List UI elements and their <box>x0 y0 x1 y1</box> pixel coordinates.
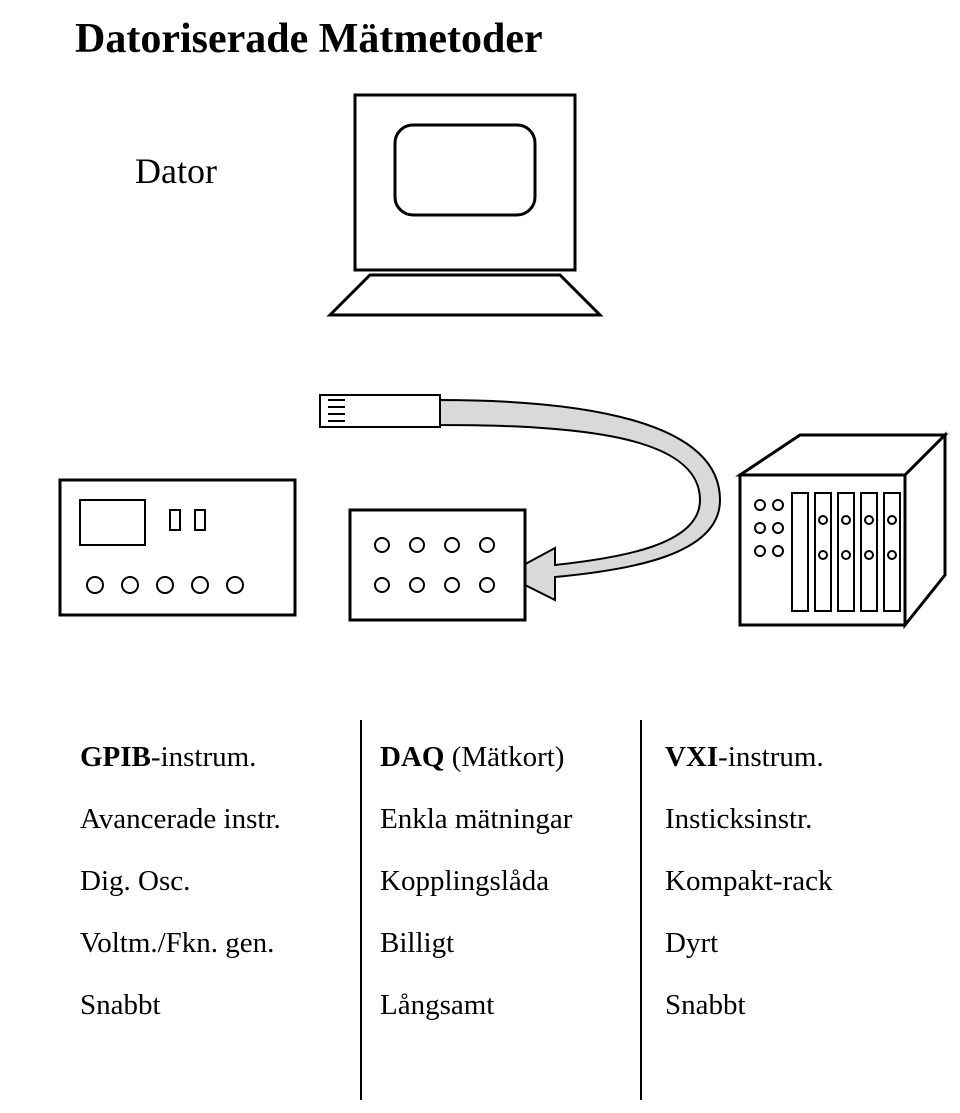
table-cell: Dig. Osc. <box>80 864 360 926</box>
column-header: DAQ (Mätkort) <box>380 740 660 802</box>
table-cell: Långsamt <box>380 988 660 1050</box>
header-suffix: -instrum. <box>718 741 824 773</box>
column-header: GPIB-instrum. <box>80 740 360 802</box>
diagram-svg <box>0 0 960 720</box>
table-cell: Insticksinstr. <box>665 802 945 864</box>
column-header: VXI-instrum. <box>665 740 945 802</box>
table-cell: Enkla mätningar <box>380 802 660 864</box>
header-bold: GPIB <box>80 741 151 773</box>
table-cell: Voltm./Fkn. gen. <box>80 926 360 988</box>
header-suffix: -instrum. <box>151 741 257 773</box>
header-bold: DAQ <box>380 741 444 773</box>
header-suffix: (Mätkort) <box>444 741 564 773</box>
gpib-instrument-icon <box>60 480 295 615</box>
table-cell: Billigt <box>380 926 660 988</box>
table-column-vxi: VXI-instrum. Insticksinstr. Kompakt-rack… <box>665 740 945 1050</box>
column-divider <box>360 720 362 1100</box>
comparison-table: GPIB-instrum. Avancerade instr. Dig. Osc… <box>80 740 900 1090</box>
computer-icon <box>330 95 600 315</box>
table-cell: Kompakt-rack <box>665 864 945 926</box>
table-cell: Snabbt <box>665 988 945 1050</box>
table-cell: Snabbt <box>80 988 360 1050</box>
daq-card-icon <box>350 510 525 620</box>
header-bold: VXI <box>665 741 718 773</box>
table-cell: Kopplingslåda <box>380 864 660 926</box>
table-column-gpib: GPIB-instrum. Avancerade instr. Dig. Osc… <box>80 740 360 1050</box>
table-cell: Dyrt <box>665 926 945 988</box>
table-column-daq: DAQ (Mätkort) Enkla mätningar Kopplingsl… <box>380 740 660 1050</box>
vxi-rack-icon <box>740 435 945 625</box>
table-cell: Avancerade instr. <box>80 802 360 864</box>
